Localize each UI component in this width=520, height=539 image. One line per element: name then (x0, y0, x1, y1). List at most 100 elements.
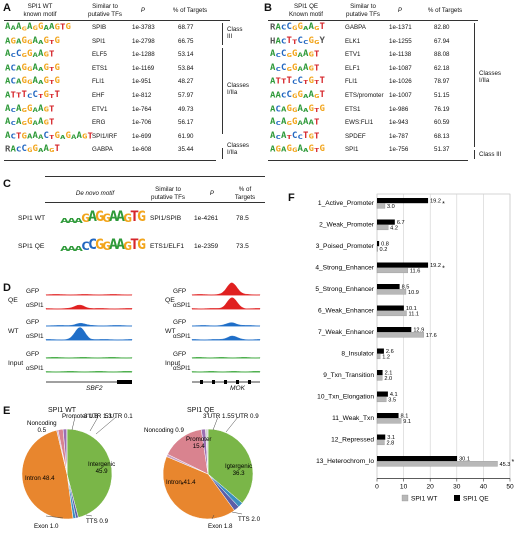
bar-spi1-wt (376, 439, 385, 446)
panel-b-p: 1e-986 (389, 105, 409, 113)
panel-a-tf: ERG (92, 119, 106, 127)
bar-spi1-qe (377, 284, 400, 290)
x-tick-label: 10 (400, 484, 408, 491)
panel-c-tf: SPI1/SPIB (150, 215, 182, 222)
panel-a-p: 1e-764 (132, 105, 152, 113)
panel-b-p: 1e-1007 (389, 92, 412, 99)
pie-label-qe-intron: Intron 41.4 (166, 479, 196, 486)
bar-spi1-qe (377, 413, 399, 419)
pie-slice-wt-intergenic (66, 428, 113, 518)
track-label: GFP (26, 288, 40, 295)
panel-a-p: 1e-3783 (132, 24, 155, 31)
signal-track-sbf2 (45, 304, 133, 310)
value-label-qe: 6.7 (397, 220, 405, 226)
track-label: αSPI1 (26, 302, 44, 309)
panel-b-pct: 82.80 (434, 24, 450, 31)
value-label-qe: 12.9 (413, 328, 424, 334)
panel-d-tracks (45, 282, 261, 384)
panel-a-p: 1e-1288 (132, 51, 155, 59)
panel-a-tf: GABPA (92, 146, 113, 154)
panel-b-pct: 67.94 (434, 37, 450, 45)
signal-track-sbf2 (45, 327, 133, 341)
category-label: 4_Strong_Enhancer (315, 265, 374, 272)
category-label: 7_Weak_Enhancer (318, 329, 375, 336)
bar-spi1-qe (377, 370, 383, 376)
track-group-label: Input (8, 360, 24, 367)
panel-b-tf: ELF1 (345, 64, 360, 72)
panel-label-a: A (3, 2, 11, 14)
panel-a-tf: ETV1 (92, 105, 108, 113)
x-tick-label: 0 (375, 484, 379, 491)
bar-spi1-qe (377, 456, 458, 462)
panel-label-e: E (3, 405, 11, 417)
bar-spi1-wt (376, 332, 424, 338)
panel-b-pct: 60.59 (434, 119, 450, 127)
category-label: 6_Weak_Enhancer (318, 308, 375, 315)
panel-a-pct: 48.27 (178, 78, 194, 86)
track-group-label: WT (8, 328, 19, 335)
pie-qe-title: SPI1 QE (187, 407, 215, 414)
category-label: 10_Txn_Elongation (317, 394, 374, 401)
category-label: 5_Strong_Enhancer (315, 286, 374, 293)
category-label: 11_Weak_Txn (332, 415, 374, 422)
panel-b-class-i-bracket (474, 23, 475, 147)
panel-a-tf: SPI1 (92, 37, 106, 45)
panel-b-pct: 51.37 (434, 146, 450, 154)
signal-track-mok (191, 322, 261, 327)
value-label-wt: 0.2 (380, 247, 388, 253)
pie-label-qe-utr5: 5'UTR 0.9 (231, 413, 259, 420)
gene-name-sbf2: SBF2 (86, 385, 103, 392)
tracks-mok (191, 282, 261, 384)
panel-b-tf: GABPA (345, 24, 366, 31)
bar-spi1-qe (377, 198, 429, 204)
value-label-wt: 3.0 (387, 204, 395, 210)
pie-leader-line (45, 515, 64, 519)
pie-label-qe-promoter: Promoter 15.4 (186, 436, 212, 450)
value-label-qe: 8.5 (402, 285, 410, 291)
x-tick-label: 20 (427, 484, 435, 491)
panel-b-header-p: P (397, 7, 403, 14)
panel-b-tf: SPI1 (345, 146, 359, 154)
panel-a-pct: 49.73 (178, 105, 194, 113)
significance-star: * (511, 459, 514, 466)
legend-label-wt: SPI1 WT (411, 496, 437, 503)
panel-c-header-pct: % of Targets (234, 186, 256, 201)
gene-exon-mok (248, 380, 251, 384)
track-group-label-right: QE (165, 297, 175, 304)
legend-swatch-wt (401, 494, 409, 502)
panel-a-p: 1e-706 (132, 119, 152, 127)
panel-a-bottom-rule (4, 160, 216, 161)
panel-b-p: 1e-787 (389, 132, 409, 140)
panel-b-pct: 68.13 (434, 132, 450, 140)
significance-star: * (442, 266, 445, 273)
bar-spi1-qe (377, 241, 380, 247)
pie-slice-wt-intron (21, 429, 74, 520)
panel-a-tf: ETS1 (92, 64, 108, 72)
gene-exon-mok (224, 380, 227, 384)
value-label-qe: 19.2 (430, 199, 441, 205)
panel-a-pct: 68.77 (178, 24, 194, 31)
panel-a-header-rule (4, 20, 230, 21)
panel-b-p: 1e-943 (389, 119, 409, 127)
bar-spi1-qe (377, 391, 388, 397)
bar-spi1-wt (376, 418, 402, 424)
legend-swatch-qe (454, 495, 460, 501)
track-label-right: GFP (173, 288, 187, 295)
panel-label-f: F (288, 192, 295, 204)
panel-a-pct: 57.97 (178, 92, 194, 99)
pie-qe-star-intron: * (181, 482, 184, 489)
category-label: 1_Active_Promoter (318, 200, 375, 207)
bar-spi1-wt (376, 461, 498, 467)
panel-b-p: 1e-1371 (389, 24, 412, 31)
panel-b-header-pct: % of Targets (427, 7, 463, 14)
